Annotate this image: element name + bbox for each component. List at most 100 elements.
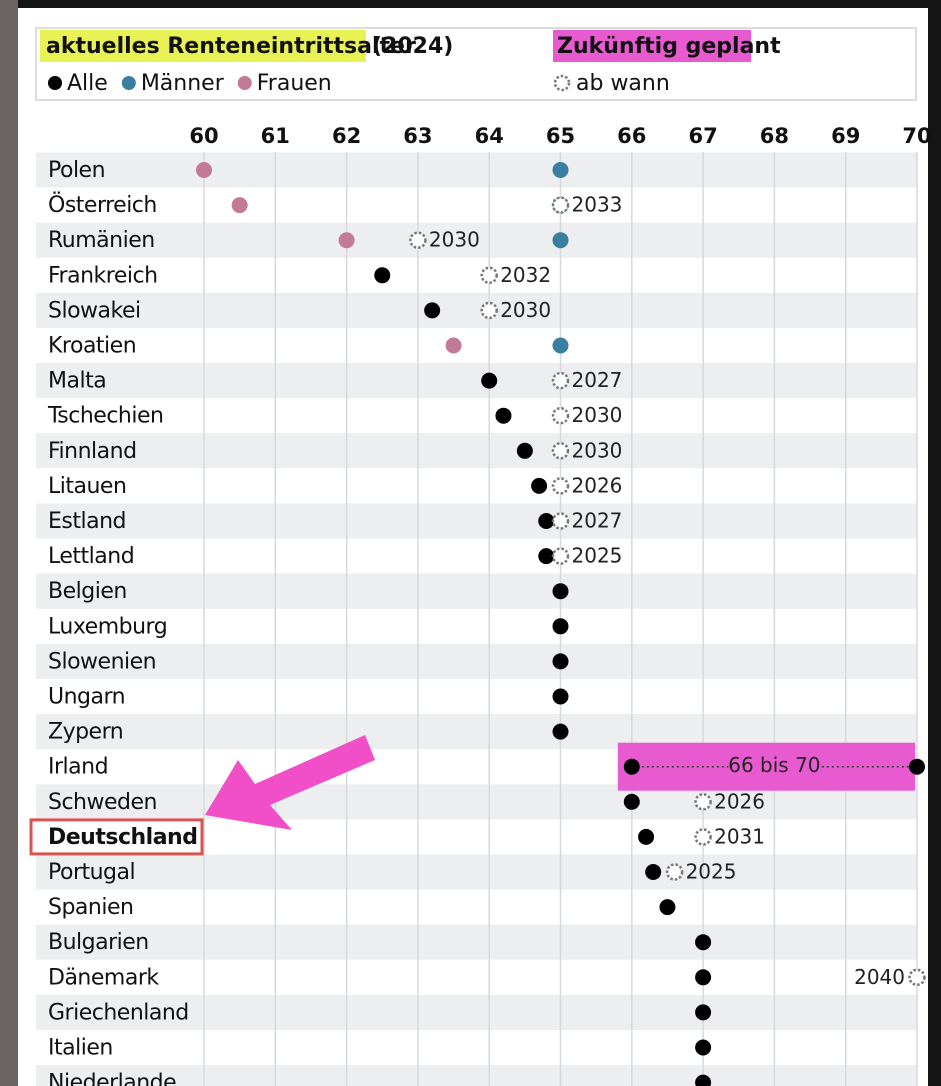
year-label: 2026	[714, 789, 765, 813]
category-label: Portugal	[48, 860, 135, 885]
row-stripe	[36, 924, 917, 960]
planned-dot	[551, 406, 570, 425]
dot	[552, 688, 569, 705]
dot	[552, 232, 569, 249]
x-tick-label: 62	[332, 124, 361, 148]
dot	[338, 232, 355, 249]
dot	[695, 1074, 712, 1086]
panel	[18, 8, 928, 1086]
category-label: Österreich	[48, 192, 157, 218]
planned-dot	[551, 196, 570, 214]
year-label: 2027	[572, 509, 623, 533]
row-stripe	[36, 994, 917, 1030]
category-label: Luxemburg	[48, 614, 167, 639]
plot: 60 61 62 63 64 65 66 67 68 69 70 Polen Österreich Rum…	[29, 124, 932, 1086]
legend-marker	[553, 74, 571, 92]
legend-highlight	[40, 30, 366, 62]
dot	[538, 513, 555, 529]
category-label: Rumänien	[48, 228, 155, 253]
dot	[552, 653, 569, 670]
year-label: 2027	[572, 368, 623, 392]
dot	[552, 162, 569, 178]
dot	[538, 548, 555, 565]
category-label: Belgien	[48, 579, 127, 604]
planned-dot	[409, 231, 427, 249]
category-label: Frankreich	[48, 263, 158, 288]
planned-dot	[665, 863, 684, 881]
legend-year: (2024)	[372, 34, 453, 59]
x-tick-label: 65	[546, 124, 575, 148]
category-label: Bulgarien	[48, 930, 149, 955]
legend-title: aktuelles Renteneintrittsalter	[46, 34, 416, 59]
planned-dot	[551, 477, 570, 495]
category-label: Niederlande	[48, 1071, 176, 1086]
category-label: Ungarn	[48, 685, 125, 710]
row-stripe	[36, 503, 917, 539]
dot	[552, 723, 569, 740]
x-tick-label: 61	[261, 124, 290, 148]
dot	[659, 899, 676, 916]
legend-label: Männer	[141, 71, 225, 96]
dot	[695, 1004, 712, 1021]
dot	[623, 793, 640, 810]
legend-label: Alle	[67, 71, 108, 96]
dot	[645, 864, 662, 880]
year-label: 2026	[572, 473, 623, 497]
planned-dot	[551, 442, 570, 460]
category-label: Malta	[48, 369, 106, 394]
legend-marker	[48, 76, 62, 90]
planned-dot	[480, 301, 498, 320]
dot	[531, 477, 548, 494]
side-strip	[0, 0, 18, 1086]
category-label: Finnland	[48, 439, 137, 464]
category-label: Litauen	[48, 474, 126, 499]
year-label: 2031	[714, 824, 765, 848]
category-label: Schweden	[48, 790, 157, 815]
row-stripe	[36, 854, 917, 890]
category-label: Zypern	[48, 720, 123, 745]
dot	[495, 407, 512, 424]
planned-dot	[551, 547, 570, 565]
year-label: 2030	[429, 228, 480, 252]
category-label: Dänemark	[48, 965, 159, 990]
category-label: Italien	[48, 1036, 113, 1061]
year-label: 2025	[686, 860, 737, 884]
row-stripe	[36, 363, 917, 399]
dot	[623, 758, 640, 775]
x-tick-label: 70	[902, 124, 931, 148]
legend-marker	[121, 76, 136, 90]
year-label: 2030	[500, 298, 551, 322]
year-label: 2033	[572, 193, 623, 217]
dot	[481, 372, 498, 389]
row-stripe	[36, 292, 917, 328]
category-label: Estland	[48, 509, 126, 534]
x-tick-label: 60	[189, 124, 218, 148]
dot	[909, 758, 925, 775]
row-stripe	[36, 643, 917, 679]
x-tick-label: 66	[617, 124, 646, 148]
dot	[231, 197, 248, 214]
category-label: Spanien	[48, 895, 133, 920]
legend-label: Frauen	[257, 71, 332, 96]
row-stripe	[36, 222, 917, 258]
legend-planned-title: Zukünftig geplant	[557, 34, 781, 59]
year-label: 2030	[572, 438, 623, 462]
planned-dot	[551, 371, 570, 390]
dot	[424, 302, 441, 319]
dot	[695, 934, 712, 951]
legend-label: ab wann	[576, 71, 670, 96]
range-label-bg	[728, 754, 821, 779]
category-label: Polen	[48, 158, 105, 183]
legend-marker	[237, 76, 252, 90]
x-tick-label: 68	[760, 124, 789, 148]
dot	[695, 1039, 712, 1056]
category-label: Kroatien	[48, 334, 136, 359]
row-stripe	[36, 433, 917, 469]
planned-dot	[694, 828, 712, 846]
range-label: 66 bis 70	[728, 753, 820, 777]
row-stripe	[36, 152, 917, 188]
category-label: Slowenien	[48, 649, 156, 674]
dot	[552, 618, 569, 635]
dot	[445, 337, 462, 354]
